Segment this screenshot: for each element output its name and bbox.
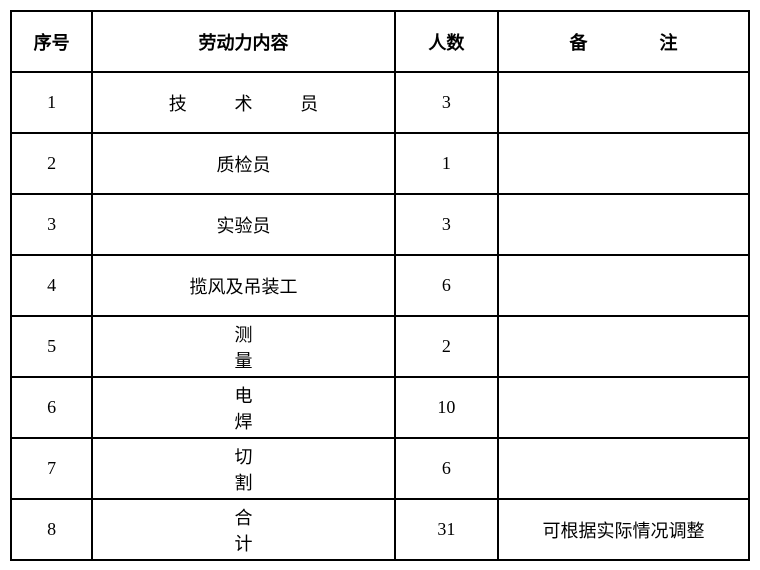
cell-remark: 可根据实际情况调整 [498,499,749,560]
cell-seq: 7 [11,438,92,499]
cell-content: 实验员 [92,194,395,255]
cell-seq: 3 [11,194,92,255]
table-row: 5 测 量 2 [11,316,749,377]
cell-content: 合 计 [92,499,395,560]
table-header-row: 序号 劳动力内容 人数 备 注 [11,11,749,72]
cell-remark [498,438,749,499]
cell-content: 质检员 [92,133,395,194]
cell-seq: 6 [11,377,92,438]
cell-remark [498,133,749,194]
cell-count: 3 [395,72,498,133]
cell-seq: 2 [11,133,92,194]
cell-count: 1 [395,133,498,194]
table-row: 2 质检员 1 [11,133,749,194]
cell-remark [498,255,749,316]
header-content: 劳动力内容 [92,11,395,72]
labor-table: 序号 劳动力内容 人数 备 注 1 技 术 员 3 2 质检员 1 3 实验员 … [10,10,750,561]
cell-content: 测 量 [92,316,395,377]
cell-remark [498,72,749,133]
table-row: 3 实验员 3 [11,194,749,255]
cell-seq: 4 [11,255,92,316]
cell-content: 切 割 [92,438,395,499]
cell-seq: 5 [11,316,92,377]
cell-count: 6 [395,255,498,316]
cell-content: 技 术 员 [92,72,395,133]
header-seq: 序号 [11,11,92,72]
header-remark: 备 注 [498,11,749,72]
table-row: 8 合 计 31 可根据实际情况调整 [11,499,749,560]
cell-count: 3 [395,194,498,255]
cell-seq: 1 [11,72,92,133]
cell-remark [498,194,749,255]
cell-content: 揽风及吊装工 [92,255,395,316]
table-row: 6 电 焊 10 [11,377,749,438]
header-count: 人数 [395,11,498,72]
cell-remark [498,316,749,377]
cell-content: 电 焊 [92,377,395,438]
cell-remark [498,377,749,438]
table-row: 1 技 术 员 3 [11,72,749,133]
cell-seq: 8 [11,499,92,560]
table-row: 7 切 割 6 [11,438,749,499]
table-row: 4 揽风及吊装工 6 [11,255,749,316]
